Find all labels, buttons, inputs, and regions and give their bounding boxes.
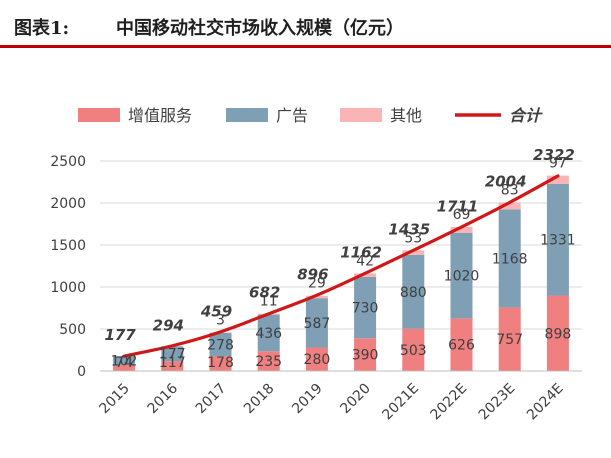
bar-增值服务-2018 — [257, 351, 280, 371]
total-label-2018: 682 — [249, 284, 280, 302]
x-tick-label-2021E: 2021E — [379, 381, 422, 424]
segment-label-其他-2017: 3 — [216, 312, 225, 328]
bar-其他-2024E — [546, 175, 569, 184]
bar-广告-2024E — [546, 183, 569, 296]
bar-广告-2022E — [450, 232, 473, 319]
x-tick-label-2018: 2018 — [241, 381, 278, 418]
x-tick-label-2023E: 2023E — [476, 381, 519, 424]
bar-广告-2017 — [209, 332, 232, 357]
bar-广告-2020 — [354, 276, 377, 339]
x-tick-label-2020: 2020 — [337, 381, 374, 418]
bar-广告-2019 — [305, 298, 328, 348]
bar-广告-2021E — [402, 254, 425, 329]
bar-增值服务-2021E — [402, 328, 425, 371]
bar-增值服务-2016 — [161, 361, 184, 371]
total-label-2017: 459 — [200, 302, 232, 320]
x-tick-label-2015: 2015 — [96, 381, 133, 418]
segment-label-广告-2017: 278 — [207, 337, 234, 353]
legend-swatch-广告 — [226, 108, 268, 122]
total-label-2023E: 2004 — [485, 173, 527, 191]
total-label-2021E: 1435 — [388, 220, 430, 238]
total-label-2024E: 2322 — [533, 146, 575, 164]
total-label-2015: 177 — [104, 326, 136, 344]
bar-增值服务-2020 — [354, 338, 377, 371]
bar-增值服务-2023E — [498, 307, 521, 371]
segment-label-广告-2023E: 1168 — [492, 251, 528, 267]
bar-广告-2015 — [113, 356, 136, 365]
segment-label-增值服务-2024E: 898 — [545, 326, 572, 342]
segment-label-广告-2016: 177 — [159, 347, 186, 363]
bar-增值服务-2019 — [305, 347, 328, 371]
segment-label-其他-2020: 42 — [356, 253, 374, 269]
x-tick-label-2016: 2016 — [145, 380, 182, 417]
segment-label-增值服务-2019: 280 — [304, 352, 331, 368]
x-tick-label-2017: 2017 — [193, 381, 230, 418]
y-tick-label-2500: 2500 — [50, 154, 86, 170]
segment-label-增值服务-2023E: 757 — [496, 332, 523, 348]
segment-label-增值服务-2021E: 503 — [400, 343, 427, 359]
legend: 增值服务 广告 其他 合计 — [78, 106, 543, 125]
bar-广告-2016 — [161, 346, 184, 362]
bar-增值服务-2022E — [450, 318, 473, 371]
total-label-2020: 1162 — [340, 243, 382, 261]
chart-title: 中国移动社交市场收入规模（亿元） — [116, 18, 404, 39]
total-line — [122, 174, 560, 358]
y-tick-label-1000: 1000 — [50, 280, 86, 296]
segment-label-广告-2015: 102 — [111, 354, 138, 370]
y-tick-label-1500: 1500 — [50, 238, 86, 254]
bar-其他-2021E — [402, 250, 425, 255]
bar-其他-2022E — [450, 226, 473, 233]
total-line-path — [122, 174, 560, 358]
bar-增值服务-2015 — [113, 364, 136, 371]
segment-label-其他-2022E: 69 — [453, 207, 471, 223]
y-tick-label-0: 0 — [77, 364, 86, 380]
segment-label-广告-2019: 587 — [304, 316, 331, 332]
bar-其他-2020 — [354, 273, 377, 277]
segment-label-其他-2021E: 53 — [404, 230, 422, 246]
segment-label-增值服务-2018: 235 — [255, 354, 282, 370]
legend-label-增值服务: 增值服务 — [128, 106, 192, 125]
x-tick-label-2022E: 2022E — [428, 381, 471, 424]
legend-label-其他: 其他 — [390, 106, 422, 125]
segment-label-广告-2024E: 1331 — [540, 233, 576, 249]
total-label-2016: 294 — [153, 316, 184, 334]
segment-label-增值服务-2015: 74 — [115, 355, 133, 371]
segment-label-其他-2019: 29 — [308, 276, 326, 292]
x-tick-label-2019: 2019 — [289, 381, 326, 418]
legend-swatch-增值服务 — [78, 108, 120, 122]
bar-增值服务-2024E — [546, 295, 569, 371]
segment-label-广告-2020: 730 — [352, 301, 379, 317]
segment-label-增值服务-2022E: 626 — [448, 338, 475, 354]
segment-label-增值服务-2016: 117 — [159, 355, 186, 371]
bar-广告-2023E — [498, 209, 521, 308]
total-label-2022E: 1711 — [437, 197, 479, 215]
legend-label-广告: 广告 — [276, 106, 308, 125]
y-tick-label-2000: 2000 — [50, 196, 86, 212]
figure-number: 图表1: — [14, 18, 70, 39]
y-tick-label-500: 500 — [59, 322, 86, 338]
segment-label-其他-2018: 11 — [260, 294, 278, 310]
bars — [113, 175, 569, 371]
legend-label-合计: 合计 — [509, 106, 543, 125]
bar-增值服务-2017 — [209, 356, 232, 371]
segment-label-其他-2023E: 83 — [501, 182, 519, 198]
x-tick-label-2024E: 2024E — [524, 381, 567, 424]
legend-swatch-其他 — [340, 108, 382, 122]
bar-其他-2023E — [498, 202, 521, 210]
segment-label-增值服务-2017: 178 — [207, 355, 234, 371]
segment-label-广告-2021E: 880 — [400, 285, 427, 301]
segment-label-广告-2022E: 1020 — [444, 269, 480, 285]
bar-广告-2018 — [257, 314, 280, 352]
bar-其他-2019 — [305, 295, 328, 299]
title-bar: 图表1: 中国移动社交市场收入规模（亿元） — [0, 0, 611, 48]
segment-label-广告-2018: 436 — [255, 326, 282, 342]
total-label-2019: 896 — [297, 266, 328, 284]
segment-label-其他-2024E: 97 — [549, 156, 567, 172]
segment-label-增值服务-2020: 390 — [352, 348, 379, 364]
